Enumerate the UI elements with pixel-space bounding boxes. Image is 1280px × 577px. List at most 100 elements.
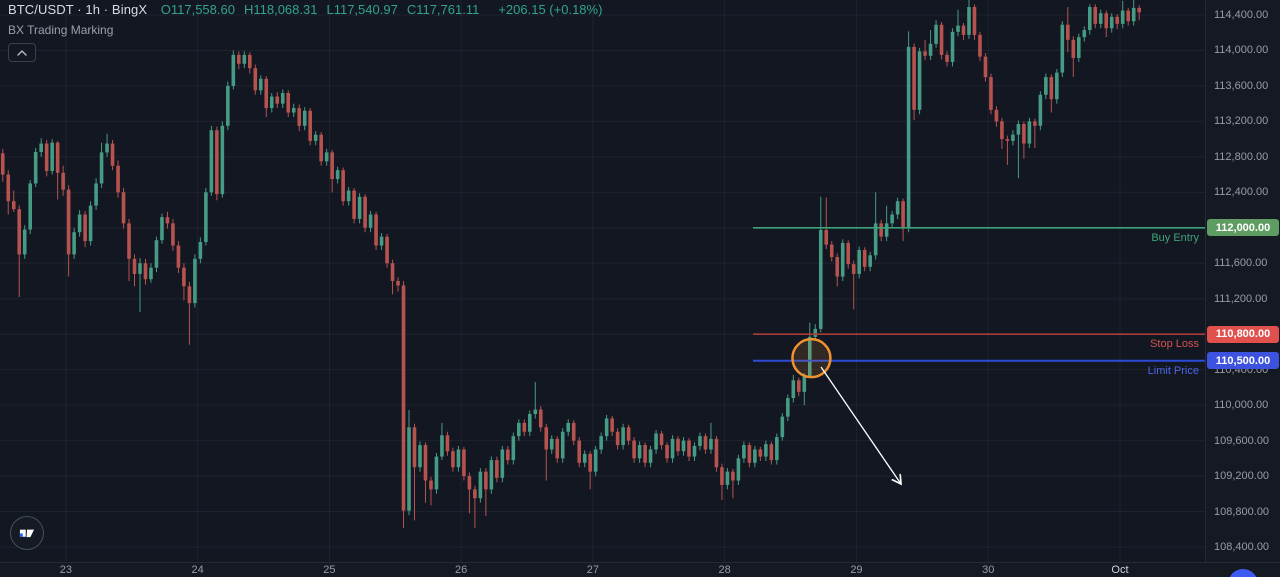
candle-body [923,51,927,56]
candle [77,210,82,237]
candle [1126,7,1130,26]
price-tick-label: 113,200.00 [1214,115,1269,128]
candle [1093,4,1098,29]
time-axis[interactable]: 23 24 25 26 27 28 29 30 Oct [0,562,1280,577]
candle [758,446,763,462]
candle-body [335,170,340,180]
candle-body [495,460,499,478]
candle [961,22,966,40]
tradingview-icon [17,523,37,543]
candle [890,210,894,228]
candle [648,445,653,468]
candle-body [1115,16,1120,24]
candle-body [193,258,197,304]
candle-body [1016,124,1021,135]
candle-body [368,214,373,228]
candle [582,450,587,468]
time-tick-label: 28 [718,564,731,576]
candle [88,201,93,246]
candle [989,73,993,115]
candle-body [747,445,752,463]
candle [522,419,527,437]
candle [341,167,345,206]
candle-body [407,427,411,511]
candle [50,139,54,175]
candle-body [511,436,516,461]
candle [291,103,296,117]
candle [160,213,164,244]
candle-body [1033,121,1037,126]
candle-body [1060,24,1065,73]
floating-action-button[interactable] [1228,569,1258,577]
candle [742,441,746,463]
candle-body [209,130,214,193]
candle-body [967,7,971,35]
candle-body [637,445,642,459]
candle [253,64,258,95]
candle [813,324,818,340]
candle-body [884,223,889,237]
time-tick-label: 24 [191,564,204,576]
price-tick-label: 114,000.00 [1214,44,1269,57]
candle [269,93,274,113]
candle-body [1038,94,1043,126]
candle [1005,135,1010,165]
candle [797,377,801,397]
tradingview-logo[interactable] [10,516,44,550]
candle [434,453,439,494]
candle [1082,26,1087,42]
candle-body [775,437,779,461]
candle-body [857,249,861,274]
candle [22,225,27,259]
symbol-title[interactable]: BTC/USDT · 1h · BingX [8,2,148,17]
candle [1044,73,1048,100]
price-tick-label: 110,000.00 [1214,399,1269,412]
candle-body [560,431,565,459]
candle-body [764,444,768,457]
candle-body [956,25,960,32]
candle-body [121,192,126,224]
candle [703,433,708,454]
candle [939,22,944,60]
candle [66,185,71,277]
time-tick-label: Oct [1111,564,1129,576]
candle [840,239,845,281]
candle-body [88,205,93,242]
candle-body [286,93,291,113]
candle [549,435,554,454]
candle-body [742,445,746,459]
chart-area[interactable]: BTC/USDT · 1h · BingX O117,558.60 H118,06… [0,0,1205,562]
ohlc-value: O117,558.60 [160,2,235,17]
candle-body [676,438,680,452]
direction-arrow[interactable] [820,366,901,484]
candle-body [725,471,730,485]
candle [692,442,697,462]
candle [829,241,834,262]
candle-body [571,422,576,441]
price-axis[interactable]: 114,400.00 114,000.00 113,600.00 113,200.00… [1205,0,1280,562]
candle-body [714,438,719,468]
candle-body [659,433,664,446]
candle [286,90,291,117]
indicator-label[interactable]: BX Trading Marking [8,23,114,37]
candle-body [77,214,82,233]
candle-body [1066,24,1070,40]
candle [637,441,642,463]
candle [385,234,389,268]
candle-body [544,427,549,450]
price-tick-label: 113,600.00 [1214,79,1269,92]
candle-body [780,416,785,438]
candle-body [143,263,148,280]
candle [1115,14,1120,30]
candle [1066,7,1070,53]
candle [807,322,812,378]
candle-body [182,267,186,287]
candle-body [50,142,54,172]
candle [956,9,960,37]
candle [945,51,949,67]
candle [237,51,241,70]
collapse-indicators-button[interactable] [8,43,36,62]
candle-body [28,183,32,230]
candle [862,247,867,272]
candle-body [813,328,818,337]
